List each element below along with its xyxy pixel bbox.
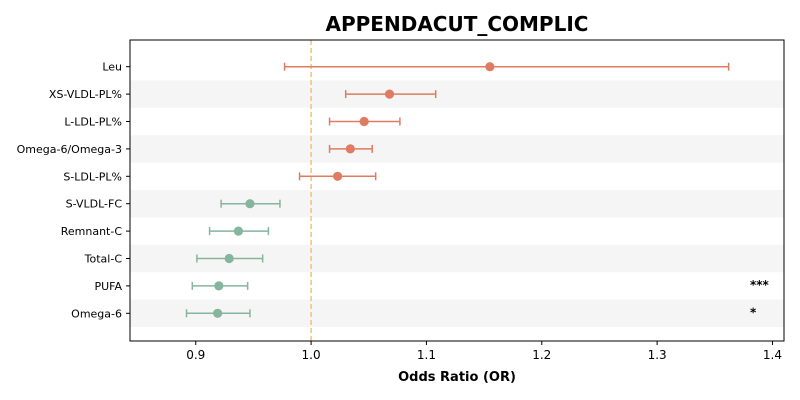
y-tick-label: Leu (102, 61, 122, 74)
x-tick-label: 1.1 (417, 348, 436, 362)
row-shade (130, 80, 784, 108)
or-point (345, 144, 355, 154)
y-tick-label: XS-VLDL-PL% (49, 88, 122, 101)
or-point (233, 226, 244, 236)
or-point (485, 62, 495, 72)
or-point (359, 116, 369, 127)
y-tick-label: Remnant-C (61, 225, 123, 238)
y-tick-label: PUFA (94, 280, 122, 293)
or-point (245, 199, 255, 209)
y-tick-label: L-LDL-PL% (64, 116, 122, 129)
x-tick-label: 1.2 (532, 348, 551, 362)
y-tick-label: Omega-6/Omega-3 (17, 143, 122, 156)
x-axis: 0.9 1.0 1.1 1.2 1.3 1.4 (186, 341, 782, 362)
x-tick-label: 0.9 (186, 348, 205, 362)
y-tick-label: S-VLDL-FC (66, 198, 123, 211)
x-tick-label: 1.4 (763, 348, 782, 362)
x-tick-label: 1.3 (648, 348, 667, 362)
y-tick-label: S-LDL-PL% (63, 170, 122, 183)
or-point (384, 89, 395, 99)
or-point (333, 171, 343, 181)
or-point (224, 253, 234, 264)
plot-frame (129, 39, 785, 342)
chart-title: APPENDACUT_COMPLIC (326, 12, 589, 36)
y-tick-label: Total-C (84, 253, 123, 266)
row-shade (130, 135, 784, 163)
x-axis-label: Odds Ratio (OR) (398, 370, 516, 385)
x-tick-label: 1.0 (302, 348, 321, 362)
or-point (214, 281, 224, 291)
significance-labels: **** (750, 278, 770, 319)
significance-label: * (750, 305, 757, 319)
or-point (213, 308, 223, 318)
y-tick-label: Omega-6 (71, 307, 122, 320)
y-axis-labels: Leu XS-VLDL-PL% L-LDL-PL% Omega-6/Omega-3 S-… (17, 61, 130, 320)
significance-label: *** (750, 278, 770, 292)
data-marks-group (185, 62, 730, 318)
